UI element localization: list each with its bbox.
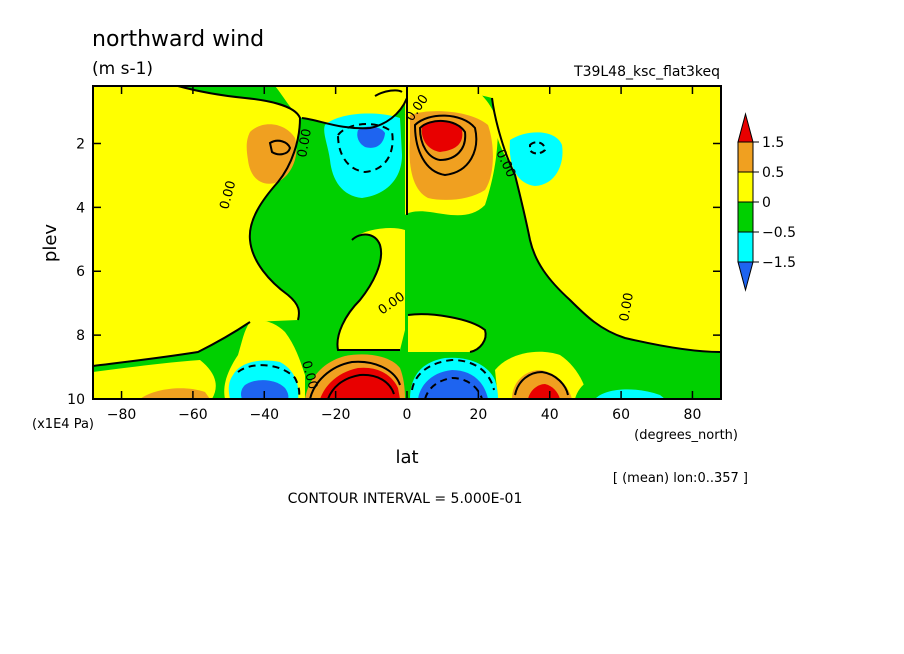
contour-field [93, 86, 721, 399]
orange-cell-upper-sh [246, 124, 297, 184]
yellow-region-south-center [408, 314, 486, 352]
blue-cell-upper [357, 126, 385, 148]
cyan-cell-lower-nh-far [595, 389, 665, 399]
contour-lower-sh-2 [327, 373, 395, 399]
colorbar-label: −1.5 [762, 255, 796, 271]
chart-title: northward wind [92, 27, 264, 52]
contour-lower-nh [514, 370, 569, 396]
y-axis: 2 4 6 8 10 [67, 136, 721, 408]
colorbar-triangle-bottom [737, 261, 754, 292]
x-units: (degrees_north) [634, 428, 738, 443]
colorbar-label: 0.5 [762, 165, 784, 181]
contour-upper-sh [268, 139, 292, 156]
x-tick-label: 0 [403, 407, 412, 423]
zero-contour-7 [374, 89, 403, 97]
red-cell-lower-nh [528, 384, 560, 399]
colorbar-label: −0.5 [762, 225, 796, 241]
colorbar-label: 0 [762, 195, 771, 211]
contour-dashed-lower-nh-2 [424, 376, 483, 399]
x-tick-label: −80 [107, 407, 137, 423]
y-tick-label: 2 [76, 136, 85, 152]
contour-dashed-lower-sh [237, 364, 301, 399]
run-label: T39L48_ksc_flat3keq [573, 64, 720, 80]
x-tick-label: 20 [469, 407, 487, 423]
contour-lower-sh-1 [309, 360, 401, 399]
zero-contour-3 [301, 97, 408, 130]
x-tick-label: 40 [541, 407, 559, 423]
colorbar-label: 1.5 [762, 135, 784, 151]
contour-dashed-lower-nh-1 [411, 358, 495, 391]
x-axis-label: lat [395, 447, 418, 468]
zero-contour-1 [177, 86, 302, 321]
colorbar: 1.5 0.5 0 −0.5 −1.5 [737, 112, 796, 292]
y-units: (x1E4 Pa) [32, 417, 94, 432]
contour-upper-nh-2 [418, 120, 467, 162]
contour-upper-nh-1 [413, 114, 478, 177]
y-tick-label: 4 [76, 200, 85, 216]
zero-contour-4 [336, 233, 400, 351]
x-tick-label: −60 [178, 407, 208, 423]
chart-units: (m s-1) [92, 59, 153, 79]
x-tick-label: −40 [249, 407, 279, 423]
colorbar-triangle-top [737, 112, 754, 143]
colorbar-segment [737, 141, 754, 173]
zero-contour-6 [407, 313, 487, 353]
y-tick-label: 6 [76, 264, 85, 280]
zero-contour-2 [93, 321, 251, 367]
contour-interval: CONTOUR INTERVAL = 5.000E-01 [288, 491, 523, 507]
x-axis: −80 −60 −40 −20 0 20 40 60 80 [107, 86, 702, 423]
colorbar-segment [737, 231, 754, 263]
cyan-cell-upper-nh [509, 132, 563, 186]
colorbar-segment [737, 171, 754, 203]
mean-note: [ (mean) lon:0..357 ] [613, 471, 748, 486]
contour-label: 0.00 [617, 292, 637, 323]
y-axis-label: plev [40, 224, 61, 263]
contour-label: 0.00 [217, 179, 239, 211]
y-tick-label: 10 [67, 392, 85, 408]
blue-cell-lower-sh [241, 380, 289, 399]
x-tick-label: 80 [684, 407, 702, 423]
yellow-region-ne [407, 86, 720, 352]
x-tick-label: 60 [612, 407, 630, 423]
blue-cell-lower [418, 370, 488, 399]
contour-dashed-upper-nh [529, 141, 547, 155]
x-tick-label: −20 [321, 407, 351, 423]
y-tick-label: 8 [76, 328, 85, 344]
yellow-region-center [337, 228, 405, 350]
contour-label: 0.00 [298, 359, 320, 391]
contour-label: 0.00 [295, 128, 315, 159]
contour-dashed-upper-1 [336, 123, 394, 174]
colorbar-segment [737, 201, 754, 233]
red-cell-upper [421, 120, 463, 152]
zero-contour-5 [491, 97, 721, 353]
red-cell-lower [320, 367, 400, 399]
